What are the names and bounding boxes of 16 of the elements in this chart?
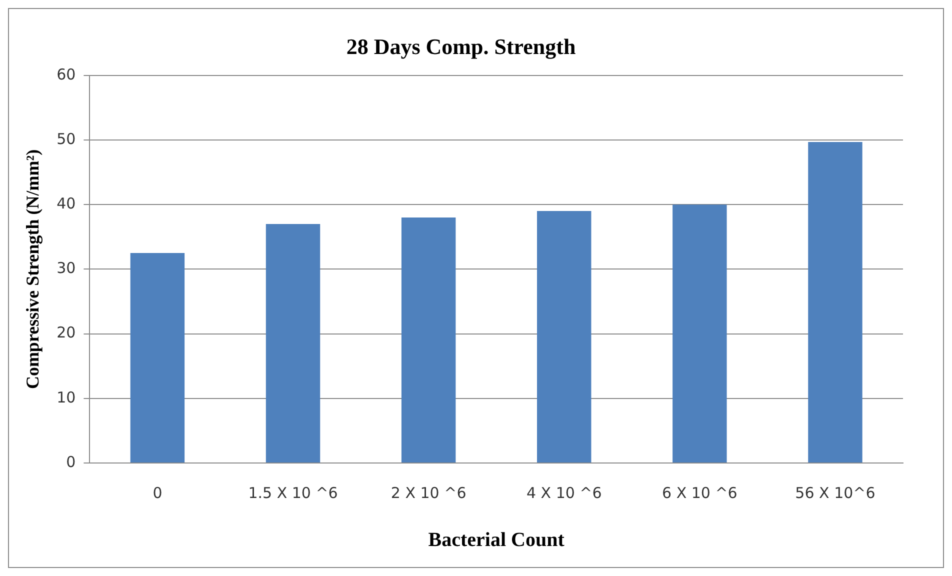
y-axis-title: Compressive Strength (N/mm²) <box>22 149 42 390</box>
y-tick-label: 40 <box>56 194 76 212</box>
y-tick-label: 60 <box>56 65 76 84</box>
y-tick-label: 10 <box>56 388 76 406</box>
x-tick-label: 0 <box>152 484 162 502</box>
chart-title: 28 Days Comp. Strength <box>346 34 576 59</box>
x-tick-label: 6 X 10 ^6 <box>662 484 738 502</box>
x-tick-label: 56 X 10^6 <box>795 484 876 502</box>
y-tick-label: 20 <box>56 324 76 342</box>
y-tick-label: 50 <box>56 130 76 148</box>
x-axis-title: Bacterial Count <box>428 529 565 552</box>
x-tick-label: 2 X 10 ^6 <box>390 484 466 502</box>
x-tick-label: 1.5 X 10 ^6 <box>248 484 338 502</box>
y-tick-label: 30 <box>56 259 76 278</box>
x-tick-label: 4 X 10 ^6 <box>526 484 602 502</box>
y-tick-label: 0 <box>66 452 76 471</box>
